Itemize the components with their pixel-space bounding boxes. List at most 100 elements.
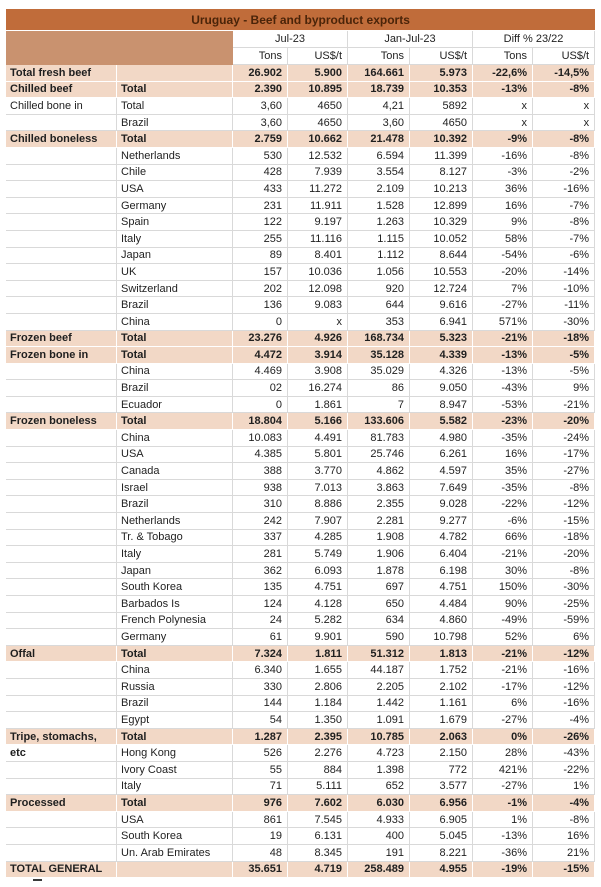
- table-row: Tr. & Tobago 337 4.285 1.908 4.782 66% -18%: [6, 529, 596, 547]
- value-cell: 1.184: [288, 695, 348, 713]
- value-cell: 133.606: [348, 413, 410, 431]
- value-cell: 4.933: [348, 811, 410, 829]
- country-cell: Tr. & Tobago: [117, 529, 233, 547]
- value-cell: 10.798: [410, 629, 473, 646]
- value-cell: 2.205: [348, 678, 410, 696]
- table-row: USA 4.385 5.801 25.746 6.261 16% -17%: [6, 446, 596, 464]
- value-cell: 8.644: [410, 247, 473, 265]
- value-cell: 7.013: [288, 479, 348, 497]
- value-cell: 4.782: [410, 529, 473, 547]
- value-cell: -36%: [473, 844, 533, 862]
- value-cell: 18.739: [348, 81, 410, 99]
- value-cell: -23%: [473, 413, 533, 431]
- category-cell: [6, 181, 117, 198]
- value-cell: 5.582: [410, 413, 473, 431]
- value-cell: 976: [233, 795, 288, 812]
- category-cell: [6, 363, 117, 381]
- value-cell: 1.091: [348, 712, 410, 729]
- value-cell: 2.063: [410, 728, 473, 746]
- value-cell: 23.276: [233, 330, 288, 348]
- country-cell: Netherlands: [117, 513, 233, 530]
- country-cell: USA: [117, 811, 233, 829]
- value-cell: -30%: [533, 313, 596, 331]
- category-cell: [6, 579, 117, 596]
- table-row: USA 861 7.545 4.933 6.905 1% -8%: [6, 811, 596, 829]
- value-cell: 1.908: [348, 529, 410, 547]
- value-cell: 12.899: [410, 197, 473, 215]
- value-cell: 1.861: [288, 396, 348, 414]
- value-cell: 258.489: [348, 861, 410, 879]
- value-cell: 51.312: [348, 645, 410, 663]
- category-cell: [6, 612, 117, 630]
- value-cell: 1%: [473, 811, 533, 829]
- value-cell: 7%: [473, 280, 533, 298]
- value-cell: 1.752: [410, 662, 473, 679]
- country-cell: Germany: [117, 629, 233, 646]
- country-cell: Total: [117, 728, 233, 746]
- value-cell: -13%: [473, 347, 533, 364]
- category-cell: [6, 214, 117, 231]
- category-cell: [6, 479, 117, 497]
- value-cell: 10.083: [233, 430, 288, 447]
- value-cell: -43%: [473, 380, 533, 397]
- value-cell: 310: [233, 496, 288, 514]
- value-cell: 337: [233, 529, 288, 547]
- value-cell: 242: [233, 513, 288, 530]
- table-row: Italy 255 11.116 1.115 10.052 58% -7%: [6, 230, 596, 248]
- table-row: Germany 61 9.901 590 10.798 52% 6%: [6, 629, 596, 646]
- table-row: Netherlands 242 7.907 2.281 9.277 -6% -15%: [6, 513, 596, 530]
- value-cell: -6%: [473, 513, 533, 530]
- value-cell: -22%: [533, 761, 596, 779]
- value-cell: -20%: [473, 264, 533, 281]
- table-row: Ecuador 0 1.861 7 8.947 -53% -21%: [6, 396, 596, 414]
- value-cell: 4650: [288, 98, 348, 115]
- category-cell: [6, 629, 117, 646]
- value-cell: 2.355: [348, 496, 410, 514]
- value-cell: 3,60: [233, 98, 288, 115]
- category-cell: [6, 280, 117, 298]
- category-cell: [6, 761, 117, 779]
- category-cell: Frozen boneless: [6, 413, 117, 431]
- value-cell: 36%: [473, 181, 533, 198]
- category-cell: Tripe, stomachs,: [6, 728, 117, 746]
- country-cell: Spain: [117, 214, 233, 231]
- value-cell: 25.746: [348, 446, 410, 464]
- value-cell: -1%: [473, 795, 533, 812]
- cropped-text-artifact: [33, 879, 42, 881]
- value-cell: 231: [233, 197, 288, 215]
- value-cell: 9.083: [288, 297, 348, 314]
- value-cell: 0: [233, 313, 288, 331]
- value-cell: 5892: [410, 98, 473, 115]
- value-cell: -17%: [473, 678, 533, 696]
- table-row: Chile 428 7.939 3.554 8.127 -3% -2%: [6, 164, 596, 182]
- category-cell: [6, 678, 117, 696]
- value-cell: 9.616: [410, 297, 473, 314]
- value-cell: 19: [233, 828, 288, 845]
- category-cell: Chilled bone in: [6, 98, 117, 115]
- subcol-jul-tons: Tons: [233, 48, 288, 65]
- value-cell: 2.109: [348, 181, 410, 198]
- value-cell: 8.127: [410, 164, 473, 182]
- value-cell: 1.813: [410, 645, 473, 663]
- table-row: Egypt 54 1.350 1.091 1.679 -27% -4%: [6, 712, 596, 729]
- value-cell: -53%: [473, 396, 533, 414]
- value-cell: -20%: [533, 546, 596, 563]
- category-cell: TOTAL GENERAL: [6, 861, 117, 879]
- table-row: Frozen beef Total 23.276 4.926 168.734 5.323-…: [6, 330, 596, 348]
- category-cell: Chilled boneless: [6, 131, 117, 148]
- table-row: Processed Total 976 7.602 6.030 6.956 -1% -4%: [6, 795, 596, 812]
- country-cell: China: [117, 662, 233, 679]
- value-cell: -16%: [533, 695, 596, 713]
- value-cell: 7.649: [410, 479, 473, 497]
- value-cell: -8%: [533, 562, 596, 580]
- country-cell: Brazil: [117, 380, 233, 397]
- country-cell: French Polynesia: [117, 612, 233, 630]
- value-cell: 4.285: [288, 529, 348, 547]
- value-cell: 526: [233, 745, 288, 762]
- table-row: etc Hong Kong 526 2.276 4.723 2.150 28% -43%: [6, 745, 596, 762]
- value-cell: 362: [233, 562, 288, 580]
- value-cell: -8%: [533, 811, 596, 829]
- table-row: TOTAL GENERAL 35.651 4.719 258.489 4.955 -19%…: [6, 861, 596, 879]
- value-cell: -21%: [473, 330, 533, 348]
- value-cell: -12%: [533, 645, 596, 663]
